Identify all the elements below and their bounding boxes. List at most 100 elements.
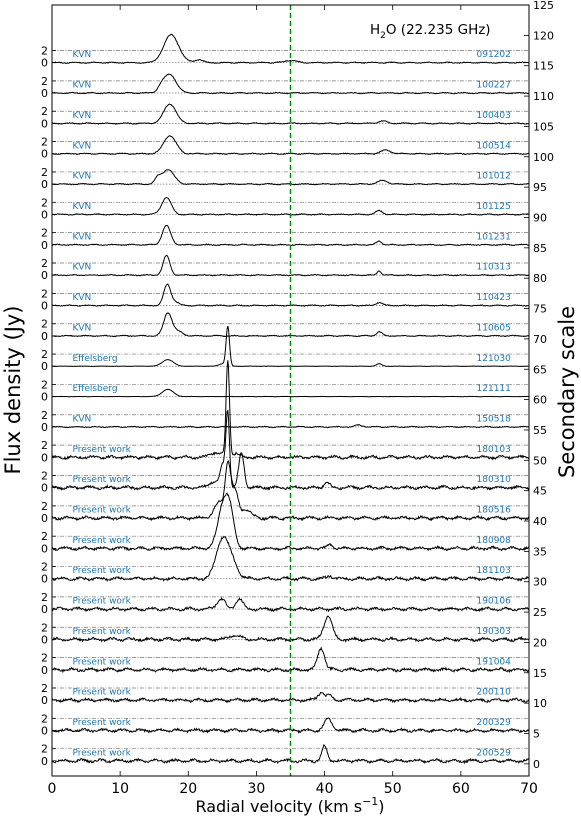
y-right-tick-label: 35	[533, 545, 547, 558]
spectrum-line-200110	[51, 691, 530, 704]
y-tick-label: 2	[41, 591, 48, 604]
y-tick-label: 0	[41, 664, 48, 677]
epoch-label: 110423	[477, 293, 511, 303]
y-tick-label: 2	[41, 45, 48, 58]
epoch-label: 180310	[477, 475, 512, 485]
y-tick-label: 2	[41, 227, 48, 240]
epoch-label: 150518	[477, 414, 512, 424]
chart-title: H2O (22.235 GHz)	[370, 22, 491, 41]
x-tick-label: 60	[452, 781, 470, 797]
epoch-label: 101012	[477, 172, 511, 182]
y-tick-label: 0	[41, 330, 48, 343]
telescope-label: KVN	[72, 172, 91, 182]
y-tick-label: 0	[41, 300, 48, 313]
y-right-tick-label: 65	[533, 363, 547, 376]
y-tick-label: 2	[41, 257, 48, 270]
x-tick-label: 30	[248, 781, 266, 797]
telescope-label: Present work	[72, 475, 131, 485]
telescope-label: KVN	[72, 111, 91, 121]
y-tick-label: 2	[41, 500, 48, 513]
y-right-tick-label: 125	[533, 0, 554, 12]
y-right-tick-label: 75	[533, 303, 547, 316]
y-right-tick-label: 5	[533, 728, 540, 741]
y-right-tick-label: 30	[533, 576, 547, 589]
telescope-label: KVN	[72, 232, 91, 242]
y-tick-label: 2	[41, 196, 48, 209]
epoch-label: 110605	[477, 323, 511, 333]
epoch-label: 101125	[477, 202, 511, 212]
y-tick-label: 2	[41, 287, 48, 300]
y-tick-label: 2	[41, 530, 48, 543]
y-tick-label: 2	[41, 652, 48, 665]
y-tick-label: 0	[41, 391, 48, 404]
epoch-label: 200329	[477, 718, 512, 728]
telescope-label: Present work	[72, 748, 131, 758]
y-right-tick-label: 45	[533, 485, 547, 498]
spectrum-line-091202	[51, 33, 530, 65]
y-right-tick-label: 60	[533, 394, 547, 407]
epoch-label: 091202	[477, 50, 511, 60]
epoch-label: 121111	[477, 384, 511, 394]
telescope-label: Present work	[72, 566, 131, 576]
telescope-label: Effelsberg	[72, 354, 117, 364]
y-tick-label: 2	[41, 743, 48, 756]
y-tick-label: 0	[41, 512, 48, 525]
y-tick-label: 0	[41, 360, 48, 373]
y-right-tick-label: 70	[533, 333, 547, 346]
telescope-label: Present work	[72, 688, 131, 698]
y-right-tick-label: 15	[533, 667, 547, 680]
telescope-label: Present work	[72, 445, 131, 455]
y-tick-label: 2	[41, 682, 48, 695]
y-tick-label: 0	[41, 482, 48, 495]
y-tick-label: 2	[41, 166, 48, 179]
y-right-tick-label: 25	[533, 606, 547, 619]
y-right-tick-label: 95	[533, 181, 547, 194]
spectrum-line-180908	[51, 492, 530, 552]
epoch-label: 121030	[477, 354, 512, 364]
telescope-label: Present work	[72, 657, 131, 667]
y-tick-label: 2	[41, 136, 48, 149]
y-tick-label: 2	[41, 561, 48, 574]
y-tick-label: 2	[41, 75, 48, 88]
y-axis-label: Flux density (Jy)	[1, 305, 25, 474]
y-tick-label: 2	[41, 318, 48, 331]
spectrum-line-101231	[51, 224, 530, 247]
telescope-label: Present work	[72, 718, 131, 728]
y-tick-label: 0	[41, 421, 48, 434]
y-right-tick-label: 110	[533, 90, 554, 103]
y-tick-label: 0	[41, 178, 48, 191]
epoch-label: 181103	[477, 566, 511, 576]
x-axis-label: Radial velocity (km s−1)	[195, 795, 384, 816]
x-tick-label: 40	[316, 781, 334, 797]
telescope-label: KVN	[72, 50, 91, 60]
y-right-tick-label: 40	[533, 515, 547, 528]
y-tick-label: 2	[41, 621, 48, 634]
y-tick-label: 0	[41, 694, 48, 707]
y-tick-label: 2	[41, 439, 48, 452]
x-tick-label: 0	[48, 781, 57, 797]
y-tick-label: 0	[41, 633, 48, 646]
y-tick-label: 0	[41, 117, 48, 130]
y-tick-label: 0	[41, 755, 48, 768]
spectra-layer	[51, 33, 530, 765]
y-tick-label: 2	[41, 712, 48, 725]
y-right-tick-label: 80	[533, 272, 547, 285]
y-tick-label: 0	[41, 724, 48, 737]
y-tick-label: 2	[41, 348, 48, 361]
spectrum-line-191004	[51, 646, 530, 674]
epoch-label: 200529	[477, 748, 512, 758]
telescope-label: KVN	[72, 141, 91, 151]
epoch-label: 100514	[477, 141, 512, 151]
telescope-label: Present work	[72, 506, 131, 516]
epoch-label: 180103	[477, 445, 511, 455]
y-axis-label-right: Secondary scale	[555, 306, 579, 478]
y-tick-label: 0	[41, 87, 48, 100]
telescope-label: KVN	[72, 293, 91, 303]
y-tick-label: 0	[41, 603, 48, 616]
telescope-label: KVN	[72, 263, 91, 273]
x-tick-label: 10	[111, 781, 129, 797]
y-tick-label: 0	[41, 542, 48, 555]
epoch-label: 191004	[477, 657, 512, 667]
y-right-tick-label: 0	[533, 758, 540, 771]
